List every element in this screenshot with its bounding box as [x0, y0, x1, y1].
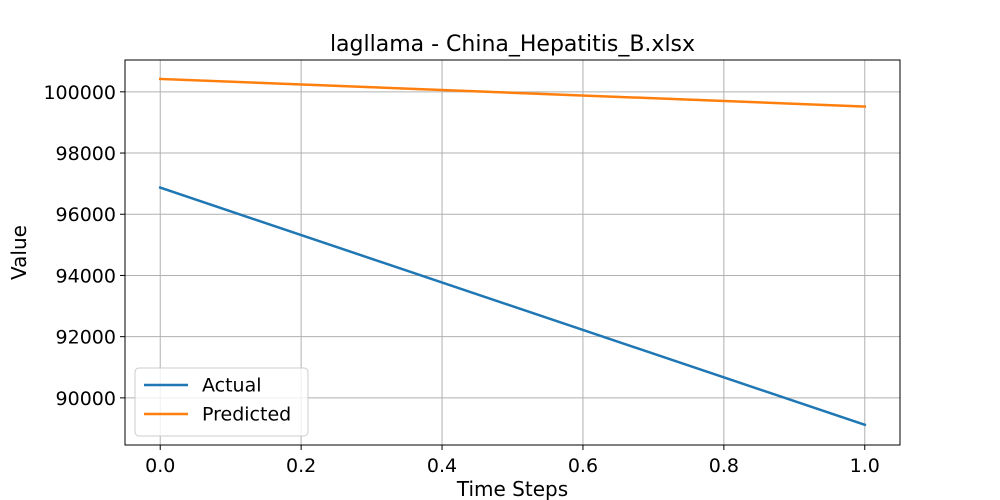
y-axis-label: Value [7, 225, 31, 280]
series-lines [158, 77, 867, 427]
x-axis-label: Time Steps [456, 477, 568, 500]
legend-label-actual: Actual [202, 375, 262, 397]
series-line-predicted [158, 77, 867, 108]
y-tick-label: 94000 [56, 265, 116, 287]
x-tick-label: 0.6 [568, 455, 598, 477]
chart-title: lagllama - China_Hepatitis_B.xlsx [330, 32, 695, 57]
plot-frame [124, 59, 901, 446]
y-tick-label: 100000 [43, 82, 116, 104]
legend: Actual Predicted [134, 367, 309, 437]
x-tick-label: 0.4 [427, 455, 457, 477]
y-tick-label: 96000 [56, 204, 116, 226]
grid-lines [125, 60, 900, 445]
y-tick-label: 90000 [56, 388, 116, 410]
x-tick-label: 0.2 [286, 455, 316, 477]
y-tick-label: 98000 [56, 143, 116, 165]
x-tick-label: 0.8 [709, 455, 739, 477]
x-tick-label: 1.0 [850, 455, 880, 477]
series-line-actual [158, 186, 867, 427]
x-tick-label: 0.0 [145, 455, 175, 477]
legend-label-predicted: Predicted [202, 404, 291, 426]
y-tick-label: 92000 [56, 327, 116, 349]
axis-ticks: 0.0 0.2 0.4 0.6 0.8 1.0 90000 92000 94000 96000 98… [43, 82, 879, 477]
